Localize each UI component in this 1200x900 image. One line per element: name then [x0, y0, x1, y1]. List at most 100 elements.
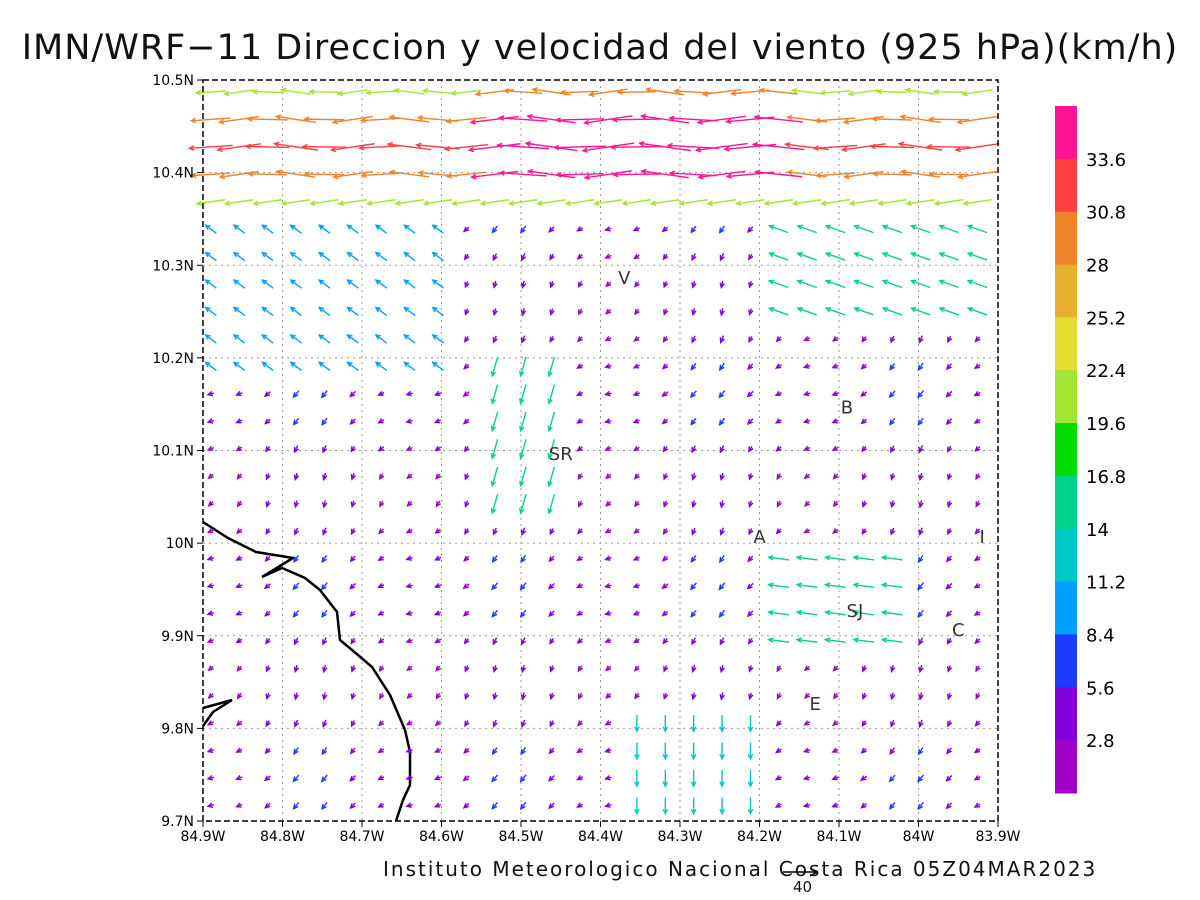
wind-vector — [289, 279, 302, 289]
wind-vector — [918, 445, 924, 454]
wind-vector-head — [706, 200, 714, 206]
wind-vector — [946, 500, 953, 509]
wind-vector-shaft — [911, 280, 931, 289]
wind-vector-shaft — [929, 173, 969, 176]
wind-vector-head — [576, 637, 583, 644]
wind-vector — [909, 252, 931, 261]
wind-vector-head — [350, 638, 356, 645]
wind-vector-shaft — [613, 173, 661, 176]
wind-vector — [605, 692, 612, 700]
wind-vector-shaft — [432, 279, 444, 289]
wind-vector-head — [293, 721, 300, 728]
wind-vector-head — [918, 474, 924, 482]
wind-vector-head — [633, 528, 640, 534]
wind-vector-head — [393, 87, 400, 94]
wind-vector — [317, 224, 331, 234]
wind-vector-head — [803, 473, 810, 480]
wind-vector-head — [632, 418, 640, 424]
wind-vector — [718, 417, 726, 426]
wind-vector-head — [236, 473, 243, 480]
wind-vector-head — [464, 309, 470, 316]
wind-vector-head — [359, 117, 367, 124]
wind-vector — [463, 445, 470, 453]
wind-vector — [406, 500, 413, 507]
wind-vector-head — [265, 446, 271, 453]
wind-vector — [374, 306, 388, 317]
wind-vector — [464, 692, 470, 701]
wind-vector-head — [403, 224, 410, 230]
wind-vector-head — [317, 333, 325, 340]
wind-vector-head — [217, 118, 225, 125]
wind-vector-shaft — [554, 145, 606, 149]
wind-vector — [349, 555, 356, 563]
wind-vector-head — [831, 775, 838, 781]
wind-vector — [337, 199, 368, 206]
wind-vector — [204, 333, 217, 344]
wind-vector — [881, 252, 903, 261]
wind-vector-shaft — [764, 199, 793, 205]
wind-vector — [405, 775, 413, 781]
colorbar-segment — [1055, 317, 1077, 371]
wind-vector — [292, 609, 300, 618]
wind-vector — [490, 356, 499, 378]
wind-vector-head — [973, 363, 981, 369]
wind-vector-shaft — [261, 279, 274, 289]
wind-vector-head — [861, 720, 868, 728]
wind-vector-head — [526, 168, 534, 175]
wind-vector-head — [346, 251, 353, 258]
x-axis-ticks: 84.9W 84.8W 84.7W 84.6W 84.5W 84.4W 84.3W 84.2W… — [180, 821, 1021, 845]
wind-vector — [975, 473, 981, 481]
wind-vector — [435, 665, 442, 672]
wind-vector — [317, 251, 331, 262]
wind-vector-head — [548, 556, 555, 563]
wind-vector-head — [548, 748, 555, 755]
wind-vector-head — [435, 501, 442, 508]
wind-vector-head — [718, 584, 725, 591]
wind-vector — [853, 306, 874, 316]
wind-vector-head — [490, 425, 497, 433]
wind-vector — [206, 610, 215, 616]
wind-vector — [938, 279, 959, 289]
wind-vector-shaft — [797, 225, 817, 234]
wind-vector-head — [729, 90, 737, 97]
wind-vector-shaft — [247, 118, 288, 121]
wind-vector — [945, 390, 953, 398]
wind-vector-head — [802, 775, 810, 781]
wind-vector-head — [317, 224, 325, 230]
wind-vector — [767, 279, 789, 289]
wind-vector-head — [832, 473, 839, 480]
wind-vector — [190, 172, 231, 179]
wind-vector-head — [592, 200, 600, 206]
wind-vector-head — [767, 279, 775, 285]
wind-vector-head — [346, 361, 353, 368]
wind-vector-head — [377, 747, 384, 754]
wind-vector-head — [422, 200, 430, 206]
wind-vector — [661, 418, 669, 425]
wind-vector — [918, 664, 924, 674]
wind-vector — [974, 528, 981, 535]
wind-vector — [661, 583, 669, 590]
wind-vector — [860, 418, 867, 425]
wind-vector — [526, 113, 576, 124]
wind-vector-head — [917, 556, 924, 564]
wind-vector — [840, 143, 886, 153]
wind-vector — [820, 199, 850, 206]
wind-vector-shaft — [963, 199, 992, 205]
wind-vector-head — [235, 775, 242, 781]
wind-vector — [251, 88, 283, 95]
wind-vector — [718, 362, 725, 372]
wind-vector-shaft — [304, 118, 345, 121]
wind-vector-shaft — [347, 224, 359, 234]
wind-vector — [633, 665, 640, 672]
wind-vector-head — [519, 611, 526, 619]
wind-vector-shaft — [967, 252, 988, 261]
wind-vector-shaft — [556, 118, 605, 121]
wind-vector — [861, 336, 868, 343]
wind-vector-head — [405, 582, 412, 589]
wind-vector — [823, 609, 846, 616]
wind-vector-shaft — [753, 143, 805, 151]
wind-vector-head — [719, 639, 725, 646]
wind-vector-head — [840, 146, 848, 153]
wind-vector — [289, 224, 302, 234]
wind-vector — [207, 473, 214, 480]
